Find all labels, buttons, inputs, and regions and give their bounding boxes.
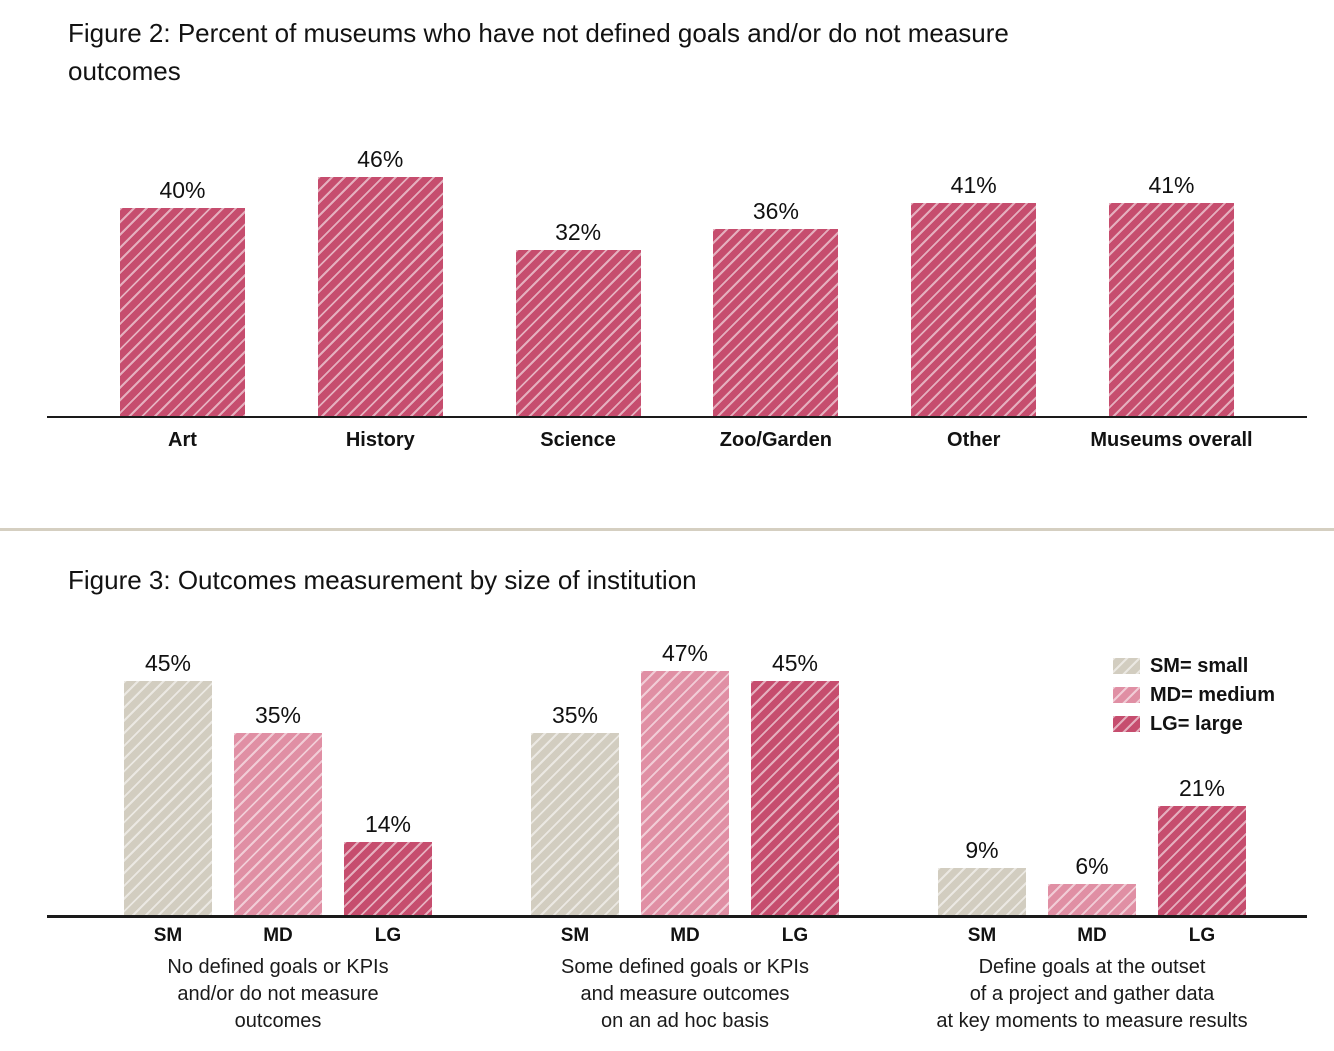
x-label-zoo-garden: Zoo/Garden xyxy=(719,429,832,451)
size-label-lg: LG xyxy=(374,925,402,946)
legend-item-sm: SM= small xyxy=(1112,655,1275,677)
x-label-science: Science xyxy=(540,429,616,451)
bar-column-museums-overall: 41% xyxy=(1074,172,1269,416)
figure2-title: Figure 2: Percent of museums who have no… xyxy=(68,18,1009,86)
x-label-other: Other xyxy=(947,429,1001,451)
legend-swatch-sm xyxy=(1112,658,1140,674)
bar-g2-sm xyxy=(531,733,619,915)
bar-g1-sm xyxy=(124,681,212,915)
figure3-bars-area: 45% 35% 14% 35% 47% 45% 9% 6% 21% xyxy=(47,639,1307,915)
bar-value-label: 32% xyxy=(555,218,602,245)
group-size-labels: SM MD LG xyxy=(922,923,1262,949)
bar-value-label: 41% xyxy=(1148,171,1195,198)
bar-value-label: 21% xyxy=(1178,774,1226,801)
x-label-history: History xyxy=(345,429,415,451)
bar-g1-lg xyxy=(344,842,432,915)
size-label-lg: LG xyxy=(781,925,809,946)
bar-column-g1-lg: 14% xyxy=(344,811,432,915)
legend-swatch-md xyxy=(1112,687,1140,703)
bar-value-label: 40% xyxy=(159,177,206,203)
size-label-md: MD xyxy=(1077,925,1107,946)
bar-column-g1-sm: 45% xyxy=(124,650,212,915)
bar-science xyxy=(515,249,641,416)
bar-column-science: 32% xyxy=(481,219,676,416)
bar-value-label: 36% xyxy=(752,197,799,224)
bar-value-label: 45% xyxy=(771,650,819,676)
bar-art xyxy=(120,208,245,416)
size-label-lg: LG xyxy=(1188,925,1216,946)
size-label-md: MD xyxy=(670,925,700,946)
legend-label-sm: SM= small xyxy=(1149,655,1249,677)
legend-item-lg: LG= large xyxy=(1112,713,1275,735)
bar-g3-sm xyxy=(938,868,1026,915)
bar-group-2: 35% 47% 45% xyxy=(515,640,855,915)
figure3-title: Figure 3: Outcomes measurement by size o… xyxy=(68,565,697,595)
group-caption-2: Some defined goals or KPIs and measure o… xyxy=(561,956,809,1032)
size-label-sm: SM xyxy=(153,925,183,946)
bar-value-label: 35% xyxy=(254,702,302,728)
bar-value-label: 45% xyxy=(144,650,192,676)
bar-zoo-garden xyxy=(713,228,839,416)
legend-swatch-lg xyxy=(1112,716,1140,732)
bar-group-1: 45% 35% 14% xyxy=(108,650,448,915)
group-size-labels: SM MD LG xyxy=(515,923,855,949)
bar-museums-overall xyxy=(1108,202,1234,416)
figure3-x-axis-line xyxy=(47,915,1307,918)
group-size-labels: SM MD LG xyxy=(108,923,448,949)
bar-column-g2-md: 47% xyxy=(641,640,729,915)
figure3-chart: SM= small MD= medium LG= large 45% 35% 14% 35… xyxy=(47,639,1307,1035)
legend-label-md: MD= medium xyxy=(1149,684,1275,706)
bar-g3-lg xyxy=(1158,805,1246,915)
group-footer-3: SM MD LG Define goals at the outset of a pr… xyxy=(922,923,1262,1035)
bar-other xyxy=(911,202,1037,416)
figure2-bars-area: 40% 46% 32% 36% 41% 41% xyxy=(47,138,1307,416)
figure2-category-labels: Art History Science Zoo/Garden Other Museums … xyxy=(47,418,1307,454)
bar-column-g2-sm: 35% xyxy=(531,702,619,915)
size-label-md: MD xyxy=(263,925,293,946)
group-footer-1: SM MD LG No defined goals or KPIs and/or do… xyxy=(108,923,448,1035)
bar-g2-lg xyxy=(751,681,839,915)
group-caption-1: No defined goals or KPIs and/or do not m… xyxy=(167,956,389,1032)
x-label-art: Art xyxy=(168,429,197,451)
legend-label-lg: LG= large xyxy=(1149,713,1243,735)
bar-column-g1-md: 35% xyxy=(234,702,322,915)
bar-g3-md xyxy=(1048,883,1136,915)
size-label-sm: SM xyxy=(560,925,590,946)
bar-column-history: 46% xyxy=(283,146,478,416)
legend: SM= small MD= medium LG= large xyxy=(1112,655,1275,742)
size-label-sm: SM xyxy=(967,925,997,946)
x-label-museums-overall: Museums overall xyxy=(1090,429,1253,451)
section-divider xyxy=(0,528,1334,531)
bar-value-label: 46% xyxy=(357,145,404,172)
bar-value-label: 6% xyxy=(1075,852,1109,879)
bar-value-label: 9% xyxy=(965,837,999,864)
bar-column-zoo-garden: 36% xyxy=(678,198,873,416)
group-caption-3: Define goals at the outset of a project … xyxy=(936,956,1248,1032)
bar-column-g3-lg: 21% xyxy=(1158,775,1246,915)
bar-value-label: 47% xyxy=(661,639,709,666)
bar-g2-md xyxy=(641,670,729,915)
bar-group-3: 9% 6% 21% xyxy=(922,775,1262,915)
figure2-section: Figure 2: Percent of museums who have no… xyxy=(0,14,1334,454)
bar-history xyxy=(317,176,443,416)
bar-value-label: 35% xyxy=(551,702,599,728)
figure3-section: Figure 3: Outcomes measurement by size o… xyxy=(0,561,1334,1035)
figure2-x-axis-line xyxy=(47,416,1307,418)
bar-value-label: 41% xyxy=(950,171,997,198)
bar-g1-md xyxy=(234,733,322,915)
group-footer-2: SM MD LG Some defined goals or KPIs and mea… xyxy=(515,923,855,1035)
figure3-footers: SM MD LG No defined goals or KPIs and/or do… xyxy=(47,918,1307,1035)
bar-column-other: 41% xyxy=(876,172,1071,416)
figure2-chart: 40% 46% 32% 36% 41% 41% Art History Science Zoo/… xyxy=(47,138,1307,454)
legend-item-md: MD= medium xyxy=(1112,684,1275,706)
bar-column-g3-md: 6% xyxy=(1048,853,1136,915)
bar-column-art: 40% xyxy=(85,177,280,416)
bar-value-label: 14% xyxy=(364,811,412,838)
bar-column-g2-lg: 45% xyxy=(751,650,839,915)
bar-column-g3-sm: 9% xyxy=(938,837,1026,915)
